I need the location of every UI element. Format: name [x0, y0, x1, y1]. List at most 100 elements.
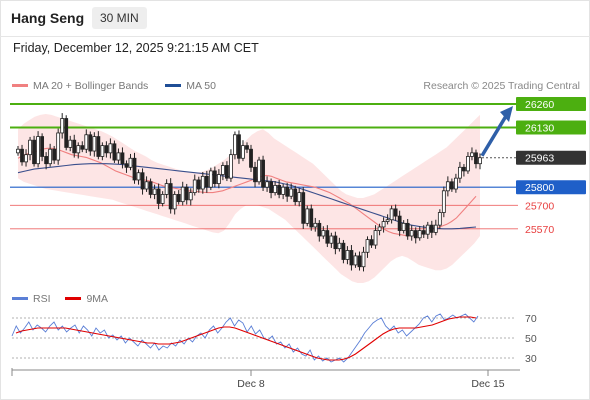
forecast-arrow	[480, 115, 508, 157]
candle-body	[474, 152, 478, 165]
legend-swatch-rsi	[12, 296, 28, 300]
forecast-arrow-head	[500, 106, 513, 123]
candle-body	[136, 172, 141, 181]
candle	[120, 147, 125, 169]
candle-body	[40, 136, 45, 157]
level-tag-26260: 26260	[516, 97, 586, 112]
candle-body	[329, 235, 334, 244]
candle-body	[369, 239, 374, 246]
legend-item-ma20: MA 20 + Bollinger Bands	[12, 80, 148, 92]
candle	[229, 149, 233, 182]
candle-body	[180, 186, 185, 203]
candle	[309, 204, 314, 231]
candle	[433, 219, 438, 236]
candle-body	[437, 212, 442, 226]
candle	[329, 232, 334, 248]
candle	[285, 182, 290, 202]
candle-body	[20, 148, 24, 163]
candle-body	[16, 148, 20, 154]
candle	[321, 226, 326, 239]
legend-label-ma20: MA 20 + Bollinger Bands	[33, 80, 149, 92]
time-axis: Dec 8 Dec 15	[11, 368, 520, 390]
candle-body	[337, 242, 342, 250]
candle-body	[377, 226, 382, 231]
candle-body	[72, 139, 77, 154]
candle-body	[333, 235, 338, 250]
candle	[313, 217, 318, 232]
candle-body	[478, 157, 482, 165]
candle	[253, 161, 257, 188]
candle-body	[433, 224, 438, 233]
level-tag-label: 25963	[525, 153, 554, 165]
candle	[108, 138, 113, 159]
candle-body	[36, 136, 40, 165]
chart-datetime: Friday, December 12, 2025 9:21:15 AM CET	[13, 41, 259, 55]
candle-body	[132, 157, 137, 181]
time-tick-label: Dec 15	[471, 378, 504, 390]
candle	[445, 176, 450, 197]
candle	[365, 236, 370, 258]
candle	[345, 246, 350, 265]
candle-body	[124, 163, 129, 168]
candle-body	[441, 190, 446, 213]
candle-body	[44, 156, 49, 165]
candle-body	[216, 174, 221, 184]
candle-body	[196, 179, 201, 190]
candle-body	[152, 188, 157, 195]
candle-body	[24, 154, 28, 163]
candle-body	[393, 208, 398, 217]
candle	[104, 141, 109, 158]
candle	[200, 172, 205, 194]
candle	[80, 141, 85, 153]
candle-body	[168, 183, 173, 210]
candle	[48, 143, 53, 167]
legend-item-rsi: RSI	[12, 293, 51, 305]
candle	[164, 179, 169, 199]
legend-item-ma50: MA 50	[165, 80, 216, 92]
candle-body	[140, 172, 145, 190]
candle-body	[164, 183, 169, 195]
rsi-tick-label: 30	[525, 353, 537, 365]
price-panel: 26260 26130 25963 25800 25700 25570	[10, 97, 586, 283]
level-tag-box	[516, 120, 586, 135]
candle-body	[341, 242, 346, 260]
candle-body	[277, 184, 282, 195]
level-tag-25963: 25963	[516, 150, 586, 165]
candle-body	[144, 181, 149, 190]
interval-badge[interactable]: 30 MIN	[92, 7, 147, 29]
candle	[265, 176, 269, 192]
candle-body	[52, 148, 57, 161]
candle	[401, 220, 406, 234]
candle-body	[249, 148, 253, 168]
candle	[28, 136, 32, 161]
candle-body	[429, 224, 434, 233]
candle-body	[148, 181, 153, 195]
level-tag-26130: 26130	[516, 120, 586, 135]
candle	[257, 156, 261, 185]
candle	[429, 220, 434, 238]
candle-body	[76, 145, 81, 154]
candle-body	[233, 134, 237, 156]
candle-body	[385, 219, 390, 222]
candle-body	[88, 134, 93, 152]
price-legend: MA 20 + Bollinger Bands MA 50	[12, 80, 230, 92]
candle-body	[128, 157, 133, 168]
candle-body	[373, 230, 378, 246]
candle	[116, 148, 121, 164]
candle-body	[285, 186, 290, 197]
candle	[413, 227, 418, 244]
candle	[124, 160, 129, 173]
candle	[417, 226, 422, 241]
candle-body	[305, 208, 310, 224]
level-tag-box	[516, 180, 586, 195]
candle	[437, 209, 442, 229]
candle	[478, 153, 482, 170]
candle-body	[397, 215, 402, 231]
candle-body	[184, 186, 189, 201]
candle-body	[453, 177, 458, 190]
rsi-legend: RSI 9MA	[12, 293, 120, 305]
candle	[241, 140, 245, 162]
candle-body	[458, 166, 462, 179]
candle-body	[96, 136, 101, 157]
